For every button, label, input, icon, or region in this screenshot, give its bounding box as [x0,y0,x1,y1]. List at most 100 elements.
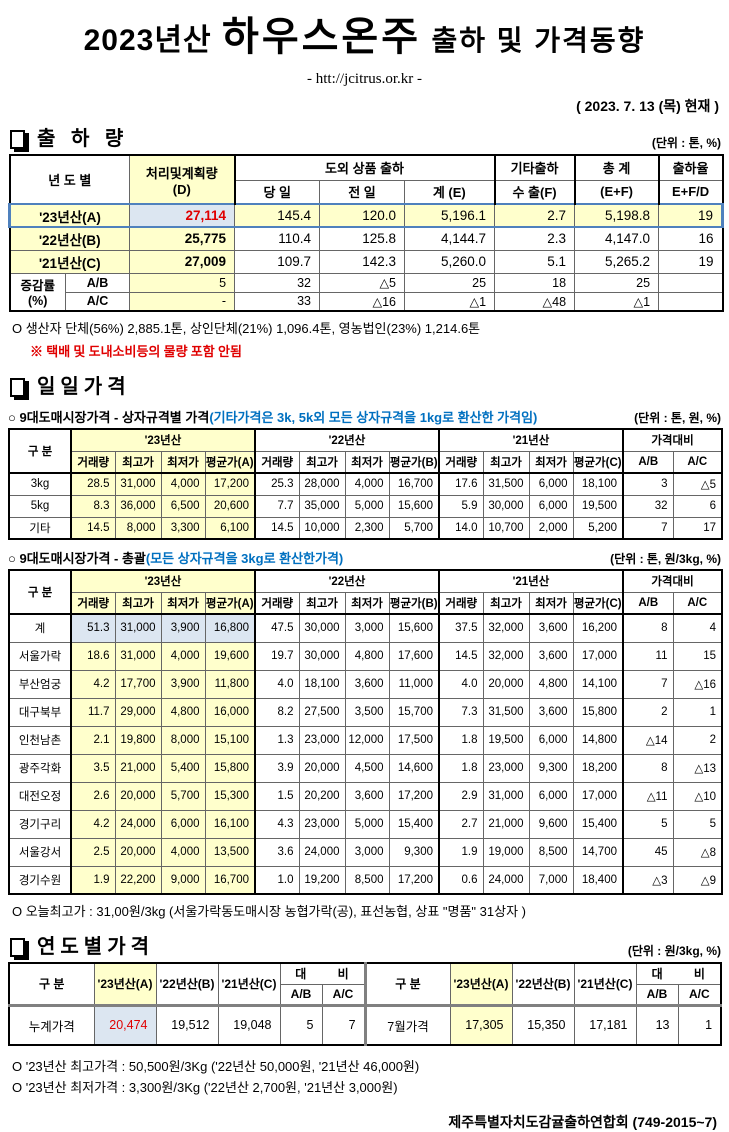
cell: 8 [622,613,674,643]
cell: 17,200 [388,865,440,895]
col-header-high: 최고가 [482,450,530,474]
price-table-head: 구 분 '23년산 '22년산 '21년산 가격대비 거래량 최고가 최저가 평… [8,428,724,474]
col-header-low: 최저가 [160,450,206,474]
cell: 37.5 [438,613,484,643]
cell: 28.5 [70,472,116,496]
cell: 4,500 [344,753,390,783]
cell: 16,800 [204,613,256,643]
cell: 29,000 [114,697,162,727]
square-section-icon [10,130,25,149]
col-header-avg-c: 평균가(C) [572,450,624,474]
cell: 13,500 [204,837,256,867]
cell: 4,800 [160,697,206,727]
row-label: 3kg [8,472,72,496]
col-header-avg-a: 평균가(A) [204,591,256,615]
cell: 1.8 [438,725,484,755]
cell: △16 [672,669,723,699]
cell: 16,700 [204,865,256,895]
cell: 5 [672,809,723,839]
col-header-volume: 거래량 [438,450,484,474]
cell: 2.5 [70,837,116,867]
price-table-head: 구 분 '23년산 '22년산 '21년산 가격대비 거래량 최고가 최저가 평… [8,569,724,615]
cell: 15,700 [388,697,440,727]
table-row: 경기수원 1.9 22,200 9,000 16,700 1.0 19,200 8,500 17… [8,865,723,895]
cell: 15,400 [388,809,440,839]
cell: 31,000 [114,641,162,671]
price-by-box-body: 3kg 28.5 31,000 4,000 17,200 25.3 28,000 4,000 1… [8,472,723,540]
cell: 19,600 [204,641,256,671]
cell-plan: 27,009 [129,249,236,274]
cell: 1 [677,1004,722,1046]
cell: 15,300 [204,781,256,811]
cell: 16,200 [572,613,624,643]
cell: 8.3 [70,494,116,518]
cell: 2 [672,725,723,755]
cell-day: 110.4 [234,226,321,251]
shipment-unit-label: (단위 : 톤, %) [651,136,721,150]
ratio-label-line1: 증감률 [20,279,55,294]
cell: △5 [672,472,723,496]
col-header-ab: A/B [622,591,674,615]
cell: 3,000 [344,613,390,643]
cell: 11 [622,641,674,671]
table-row: 서울가락 18.6 31,000 4,000 19,600 19.7 30,000 4,800… [8,641,723,671]
cell: 24,000 [298,837,346,867]
col-header-plan-line1: 처리및계획량 [145,165,218,181]
col-header-low: 최저가 [528,450,574,474]
cell: 3,600 [528,641,574,671]
col-group-compare: 대 비 [279,962,367,985]
cell: 14,800 [572,725,624,755]
cell: 4,800 [344,641,390,671]
table-row: 대전오정 2.6 20,000 5,700 15,300 1.5 20,200 3,600 17… [8,781,723,811]
table-row: 광주각화 3.5 21,000 5,400 15,800 3.9 20,000 4,500 14… [8,753,723,783]
cell: 32,000 [482,613,530,643]
cell: 15,100 [204,725,256,755]
cell: 30,000 [482,494,530,518]
yearly-price-section-title: 연도별가격 [37,936,154,958]
cell: 4,800 [528,669,574,699]
row-label: 대전오정 [8,781,72,811]
cell: 23,000 [298,725,346,755]
cell: 2.9 [438,781,484,811]
exclusion-note: ※ 택배 및 도내소비등의 물량 포함 안됨 [30,344,242,359]
cell: 3,000 [344,837,390,867]
yearly-table-head: 구 분 '23년산(A) '22년산(B) '21년산(C) 대 비 구 분 '… [8,962,722,1006]
cell: 8,500 [344,865,390,895]
cell: 4 [672,613,723,643]
cell-sum: 4,144.7 [404,226,496,251]
cell: 27,500 [298,697,346,727]
overall-caption-row: ○ 9대도매시장가격 - 총괄(모든 상자규격을 3kg로 환산한가격) (단위… [8,548,721,567]
price-overall-body: 계 51.3 31,000 3,900 16,800 47.5 30,000 3,000 15,… [8,613,723,895]
table-row-2023: '23년산(A) 27,114 145.4 120.0 5,196.1 2.7 … [7,203,725,228]
cell: 7.3 [438,697,484,727]
cell: 15,800 [572,697,624,727]
cell: 14.5 [438,641,484,671]
cell: 22,200 [114,865,162,895]
cell: 5,000 [344,809,390,839]
cell: 1 [672,697,723,727]
cell-export: 2.7 [494,203,576,228]
yearly-price-section-header: 연도별가격 (단위 : 원/3kg, %) [8,930,721,959]
col-header-category: 구 분 [364,962,451,1006]
col-header-avg-c: 평균가(C) [572,591,624,615]
cell: 51.3 [70,613,116,643]
cell: 6,000 [528,494,574,518]
col-group-outbound: 도외 상품 출하 [233,154,496,181]
col-header-high: 최고가 [114,591,162,615]
cell: 3,500 [344,697,390,727]
cell: 5.9 [438,494,484,518]
cell: 9,000 [160,865,206,895]
cell: 18.6 [70,641,116,671]
col-header-volume: 거래량 [254,591,300,615]
cell: 17,000 [572,641,624,671]
cell: 18,400 [572,865,624,895]
cell: 9,300 [528,753,574,783]
row-label: 광주각화 [8,753,72,783]
cell: 21,000 [114,753,162,783]
cell: 17,500 [388,725,440,755]
cell: 20,474 [93,1004,157,1046]
by-box-unit-label: (단위 : 톤, 원, %) [634,411,721,425]
cell: 14.0 [438,516,484,540]
cell: 4,000 [160,472,206,496]
cell-rate [658,272,724,293]
